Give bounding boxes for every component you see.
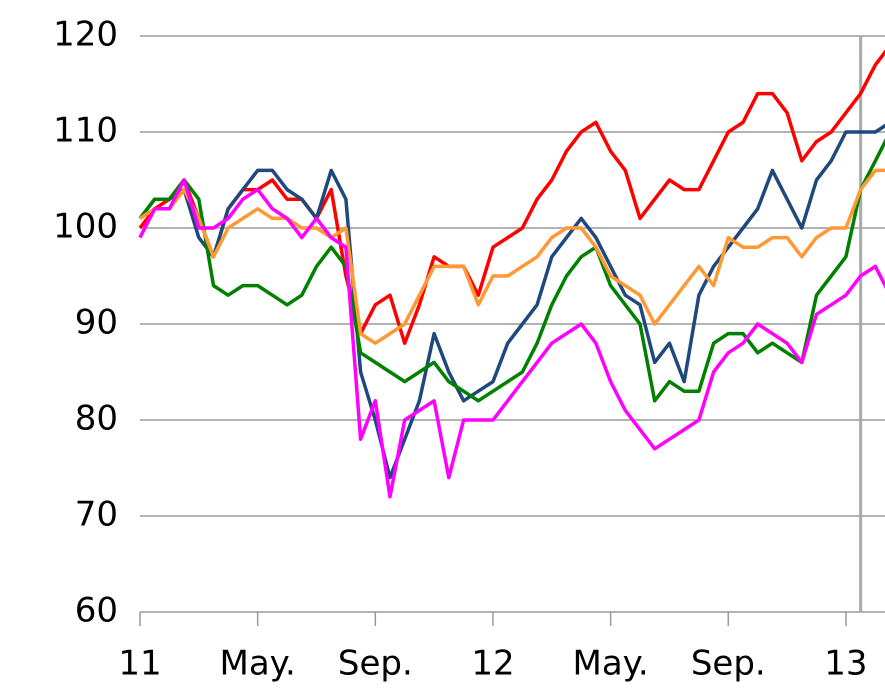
x-tick-label: May.	[220, 644, 296, 684]
y-tick-label: 100	[53, 207, 118, 247]
y-tick-label: 90	[75, 303, 118, 343]
y-tick-label: 110	[53, 111, 118, 151]
x-tick-label: May.	[572, 644, 648, 684]
series-line	[138, 49, 885, 345]
y-tick-label: 60	[75, 591, 118, 631]
x-tick-label: Sep.	[338, 644, 413, 684]
y-tick-label: 70	[75, 495, 118, 535]
x-tick-label: Sep.	[691, 644, 766, 684]
x-tick-label: 13	[824, 644, 867, 684]
x-tick-label: 12	[471, 644, 514, 684]
series-line	[139, 168, 885, 345]
series-line	[138, 123, 885, 480]
series-line	[138, 178, 885, 499]
y-tick-label: 80	[75, 399, 118, 439]
y-tick-label: 120	[53, 15, 118, 55]
series-line	[138, 138, 885, 403]
x-tick-label: 11	[118, 644, 161, 684]
